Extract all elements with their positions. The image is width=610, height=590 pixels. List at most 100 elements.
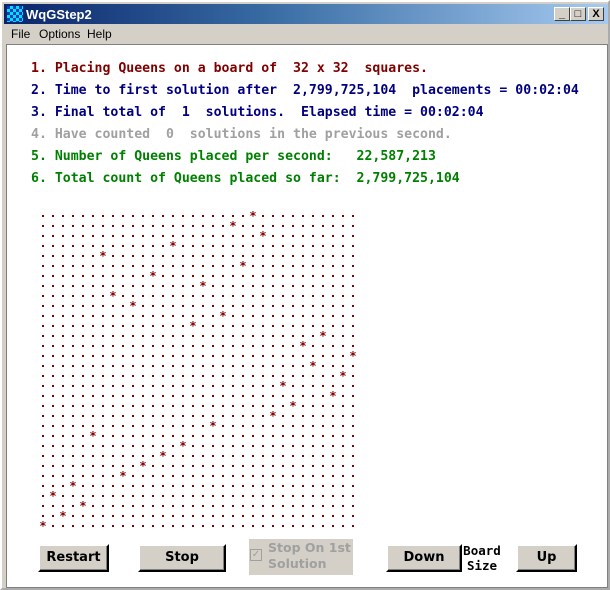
empty-square (58, 521, 68, 531)
empty-square (328, 411, 338, 421)
menu-options[interactable]: Options (39, 27, 81, 41)
empty-square (108, 311, 118, 321)
empty-square (78, 321, 88, 331)
empty-square (118, 241, 128, 251)
empty-square (88, 521, 98, 531)
empty-square (328, 451, 338, 461)
empty-square (58, 431, 68, 441)
empty-square (148, 331, 158, 341)
empty-square (278, 501, 288, 511)
maximize-button[interactable]: □ (570, 7, 586, 21)
empty-square (328, 461, 338, 471)
empty-square (228, 401, 238, 411)
empty-square (228, 361, 238, 371)
empty-square (38, 281, 48, 291)
empty-square (238, 411, 248, 421)
empty-square (228, 211, 238, 221)
empty-square (58, 321, 68, 331)
empty-square (248, 411, 258, 421)
checkbox-check-icon[interactable]: ✓ (250, 549, 262, 561)
empty-square (178, 251, 188, 261)
empty-square (168, 281, 178, 291)
menu-file[interactable]: File (11, 27, 31, 41)
empty-square (108, 441, 118, 451)
empty-square (308, 451, 318, 461)
empty-square (178, 511, 188, 521)
restart-button[interactable]: Restart (38, 544, 109, 572)
empty-square (128, 451, 138, 461)
empty-square (268, 421, 278, 431)
empty-square (168, 271, 178, 281)
empty-square (128, 421, 138, 431)
empty-square (238, 301, 248, 311)
empty-square (128, 441, 138, 451)
empty-square (298, 251, 308, 261)
menu-help[interactable]: Help (87, 27, 112, 41)
empty-square (38, 291, 48, 301)
empty-square (288, 471, 298, 481)
empty-square (308, 321, 318, 331)
empty-square (118, 271, 128, 281)
empty-square (238, 341, 248, 351)
empty-square (308, 411, 318, 421)
empty-square (108, 391, 118, 401)
empty-square (58, 221, 68, 231)
empty-square (98, 521, 108, 531)
empty-square (328, 211, 338, 221)
empty-square (218, 331, 228, 341)
empty-square (78, 461, 88, 471)
empty-square (38, 301, 48, 311)
status-line-3: 3. Final total of 1 solutions. Elapsed t… (31, 105, 484, 120)
board-size-down-button[interactable]: Down (386, 544, 462, 572)
queen: * (299, 339, 307, 353)
empty-square (268, 261, 278, 271)
empty-square (288, 311, 298, 321)
close-button[interactable]: X (588, 7, 604, 21)
empty-square (228, 301, 238, 311)
empty-square (158, 491, 168, 501)
empty-square (268, 321, 278, 331)
empty-square (348, 511, 358, 521)
empty-square (208, 341, 218, 351)
empty-square (178, 421, 188, 431)
stop-on-first-solution-checkbox[interactable]: ✓ Stop On 1st Solution (249, 539, 353, 575)
empty-square (48, 471, 58, 481)
window-title: WqGStep2 (26, 7, 92, 22)
empty-square (38, 321, 48, 331)
empty-square (198, 521, 208, 531)
empty-square (278, 351, 288, 361)
empty-square (178, 281, 188, 291)
empty-square (288, 501, 298, 511)
empty-square (348, 311, 358, 321)
empty-square (188, 511, 198, 521)
empty-square (248, 421, 258, 431)
empty-square (318, 241, 328, 251)
empty-square (258, 481, 268, 491)
empty-square (38, 431, 48, 441)
empty-square (348, 221, 358, 231)
empty-square (48, 481, 58, 491)
status-line-2: 2. Time to first solution after 2,799,72… (31, 83, 579, 98)
empty-square (218, 351, 228, 361)
empty-square (338, 381, 348, 391)
empty-square (48, 351, 58, 361)
minimize-button[interactable]: _ (554, 7, 570, 21)
empty-square (98, 241, 108, 251)
empty-square (328, 271, 338, 281)
empty-square (308, 491, 318, 501)
empty-square (188, 521, 198, 531)
stop-button[interactable]: Stop (138, 544, 226, 572)
empty-square (248, 491, 258, 501)
board-size-up-button[interactable]: Up (516, 544, 577, 572)
empty-square (38, 411, 48, 421)
empty-square (258, 351, 268, 361)
queen: * (89, 429, 97, 443)
empty-square (278, 241, 288, 251)
empty-square (128, 371, 138, 381)
empty-square (178, 491, 188, 501)
empty-square (258, 521, 268, 531)
empty-square (78, 391, 88, 401)
empty-square (208, 491, 218, 501)
empty-square (318, 441, 328, 451)
empty-square (328, 471, 338, 481)
